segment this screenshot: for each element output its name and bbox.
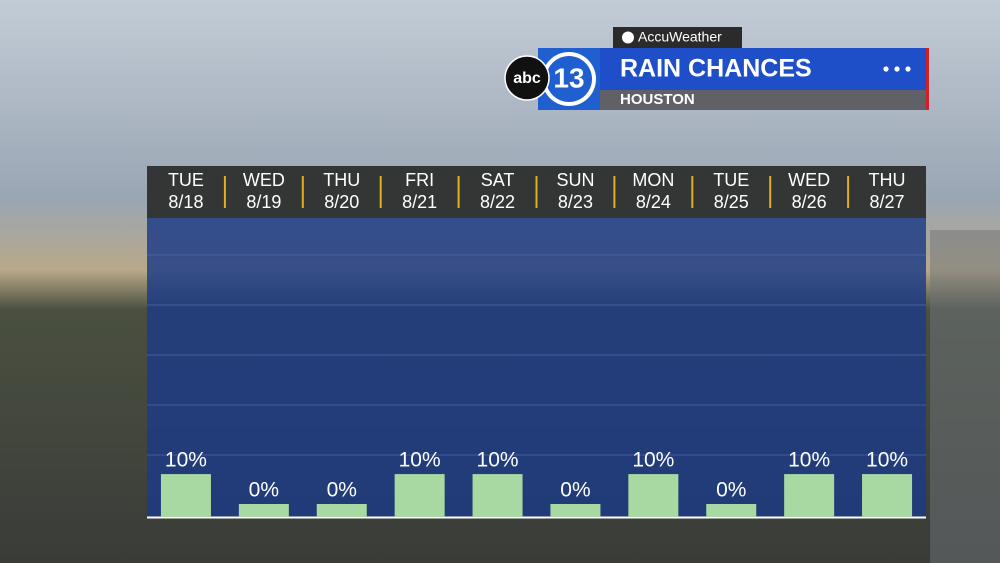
value-label: 0%	[716, 479, 746, 502]
x-tick-label: 8/26	[792, 192, 827, 212]
channel-number: 13	[553, 62, 584, 93]
subtitle-box	[600, 90, 926, 110]
value-label: 0%	[327, 479, 357, 502]
x-tick-label: 8/24	[636, 192, 671, 212]
chart-title: RAIN CHANCES	[620, 55, 812, 83]
bar	[238, 504, 289, 517]
weekday-label: SUN	[556, 170, 594, 190]
weekday-label: TUE	[713, 170, 749, 190]
value-label: 10%	[165, 449, 207, 472]
value-label: 10%	[788, 449, 830, 472]
bar	[706, 504, 757, 517]
x-tick-label: 8/18	[168, 192, 203, 212]
weekday-label: SAT	[481, 170, 515, 190]
x-tick-label: 8/21	[402, 192, 437, 212]
bar	[316, 504, 367, 517]
source-badge	[613, 27, 742, 48]
bar	[862, 474, 913, 517]
channel-circle-inner	[546, 56, 592, 102]
value-label: 10%	[866, 449, 908, 472]
x-tick-label: 8/22	[480, 192, 515, 212]
plot-rules	[147, 254, 926, 456]
weekday-label: THU	[323, 170, 360, 190]
source-icon	[622, 31, 634, 44]
network-logo	[504, 55, 550, 101]
bar	[160, 474, 211, 517]
bar	[550, 504, 601, 517]
bar	[472, 474, 523, 517]
background-building	[930, 230, 1000, 563]
weekday-label: WED	[243, 170, 285, 190]
value-label: 10%	[477, 449, 519, 472]
chart-subtitle: HOUSTON	[620, 91, 695, 108]
plot-area	[147, 218, 926, 517]
weekday-label: WED	[788, 170, 830, 190]
title-box	[600, 48, 926, 90]
weekday-label: THU	[869, 170, 906, 190]
x-tick-label: 8/27	[870, 192, 905, 212]
weekday-label: FRI	[405, 170, 434, 190]
value-label: 0%	[249, 479, 279, 502]
menu-dots	[883, 66, 911, 72]
x-tick-label: 8/20	[324, 192, 359, 212]
bar	[784, 474, 835, 517]
title-accent	[926, 48, 929, 110]
weekday-label: TUE	[168, 170, 204, 190]
value-label: 10%	[632, 449, 674, 472]
bar	[394, 474, 445, 517]
x-tick-label: 8/25	[714, 192, 749, 212]
value-label: 10%	[399, 449, 441, 472]
value-label: 0%	[560, 479, 590, 502]
network-label: abc	[513, 70, 541, 87]
bar	[628, 474, 679, 517]
source-label: AccuWeather	[638, 29, 722, 45]
weekday-label: MON	[632, 170, 674, 190]
x-tick-label: 8/19	[246, 192, 281, 212]
x-tick-label: 8/23	[558, 192, 593, 212]
